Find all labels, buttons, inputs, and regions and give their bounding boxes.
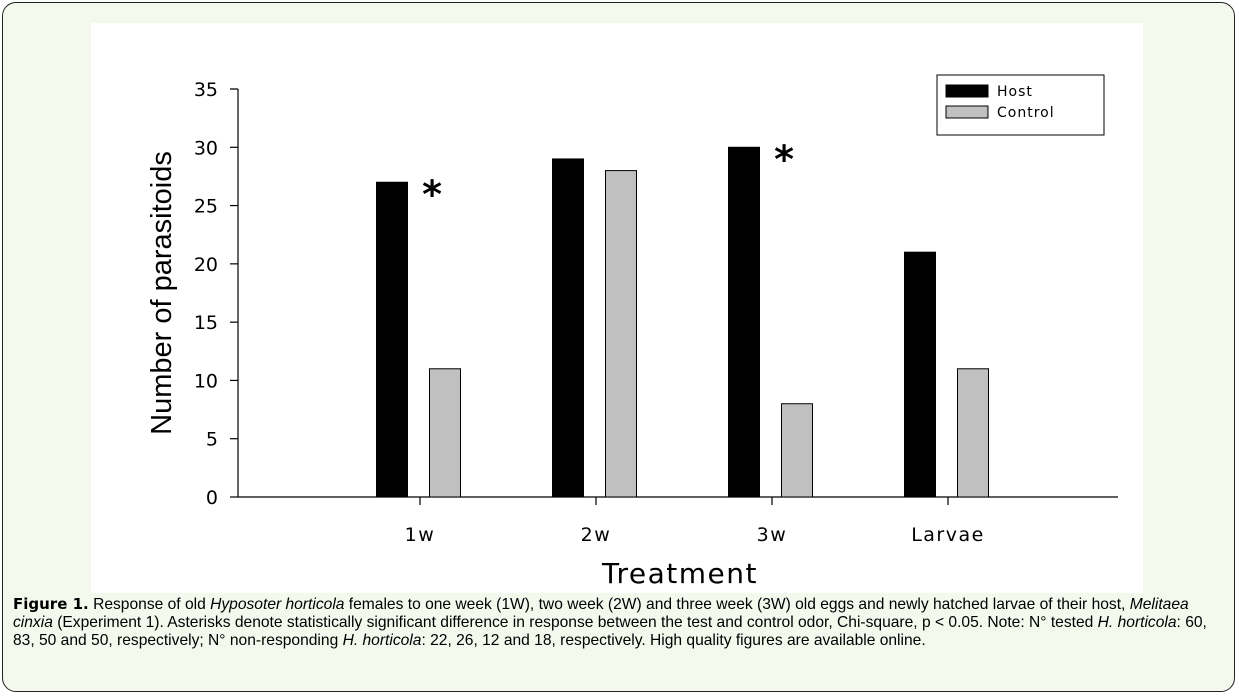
significance-marker: * (422, 172, 442, 216)
bar (376, 181, 408, 498)
x-tick-label: Larvae (911, 524, 985, 546)
y-tick-label: 15 (194, 312, 218, 334)
caption-text: Hyposoter horticola (210, 596, 345, 613)
y-tick-label: 10 (194, 370, 218, 392)
bar (728, 146, 760, 498)
legend-swatch (945, 105, 989, 119)
bar (605, 170, 637, 498)
y-tick-label: 20 (194, 254, 218, 276)
y-tick-label: 25 (194, 196, 218, 218)
caption-text: Response of old (88, 596, 211, 613)
significance-marker: * (774, 137, 794, 181)
caption-text: : 22, 26, 12 and 18, respectively. High … (421, 632, 926, 649)
caption-text: H. horticola (1097, 614, 1177, 631)
x-tick-label: 2w (581, 524, 612, 546)
caption-text: : 60, 83, 50 and 50, respectively; N° no… (13, 614, 1207, 649)
caption-text: Melitaea cinxia (13, 596, 1189, 631)
y-tick-label: 35 (194, 79, 218, 101)
bar (957, 368, 989, 498)
x-axis-label: Treatment (601, 557, 758, 590)
caption-text: females to one week (1W), two week (2W) … (344, 596, 1130, 613)
y-tick-label: 0 (206, 487, 218, 509)
bar (781, 403, 813, 498)
legend: Host Control (936, 74, 1105, 136)
caption-text: H. horticola (342, 632, 422, 649)
caption: Figure 1. Response of old Hyposoter hort… (13, 595, 1223, 650)
legend-swatch (945, 84, 989, 98)
caption-text: (Experiment 1). Asterisks denote statist… (52, 614, 1098, 631)
bar (429, 368, 461, 498)
bar (552, 158, 584, 498)
y-tick-label: 30 (194, 137, 218, 159)
y-tick-label: 5 (206, 429, 218, 451)
caption-label: Figure 1. (13, 595, 89, 613)
bar (904, 251, 936, 498)
x-tick-label: 3w (757, 524, 788, 546)
legend-label: Control (997, 105, 1055, 121)
chart: Number of parasitoids Treatment 0 5 10 15 20… (91, 23, 1143, 593)
x-tick-label: 1w (405, 524, 436, 546)
legend-label: Host (997, 84, 1033, 100)
y-axis-label: Number of parasitoids (146, 151, 178, 435)
